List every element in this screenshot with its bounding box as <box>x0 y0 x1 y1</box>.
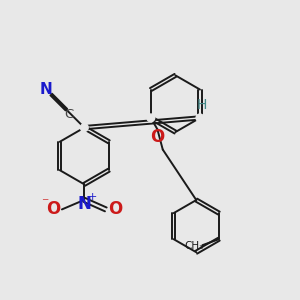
Circle shape <box>80 124 88 131</box>
Text: C: C <box>64 108 74 121</box>
Text: O: O <box>46 200 60 218</box>
Text: CH₃: CH₃ <box>184 241 204 251</box>
Text: H: H <box>196 98 207 112</box>
Text: N: N <box>77 195 91 213</box>
Text: O: O <box>150 128 164 146</box>
Text: N: N <box>39 82 52 97</box>
Text: O: O <box>108 200 122 218</box>
Circle shape <box>196 114 204 122</box>
Circle shape <box>147 114 155 122</box>
Text: ⁻: ⁻ <box>41 196 48 210</box>
Text: +: + <box>88 193 98 202</box>
